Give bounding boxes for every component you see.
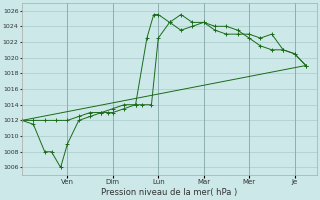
X-axis label: Pression niveau de la mer( hPa ): Pression niveau de la mer( hPa ) [101, 188, 238, 197]
